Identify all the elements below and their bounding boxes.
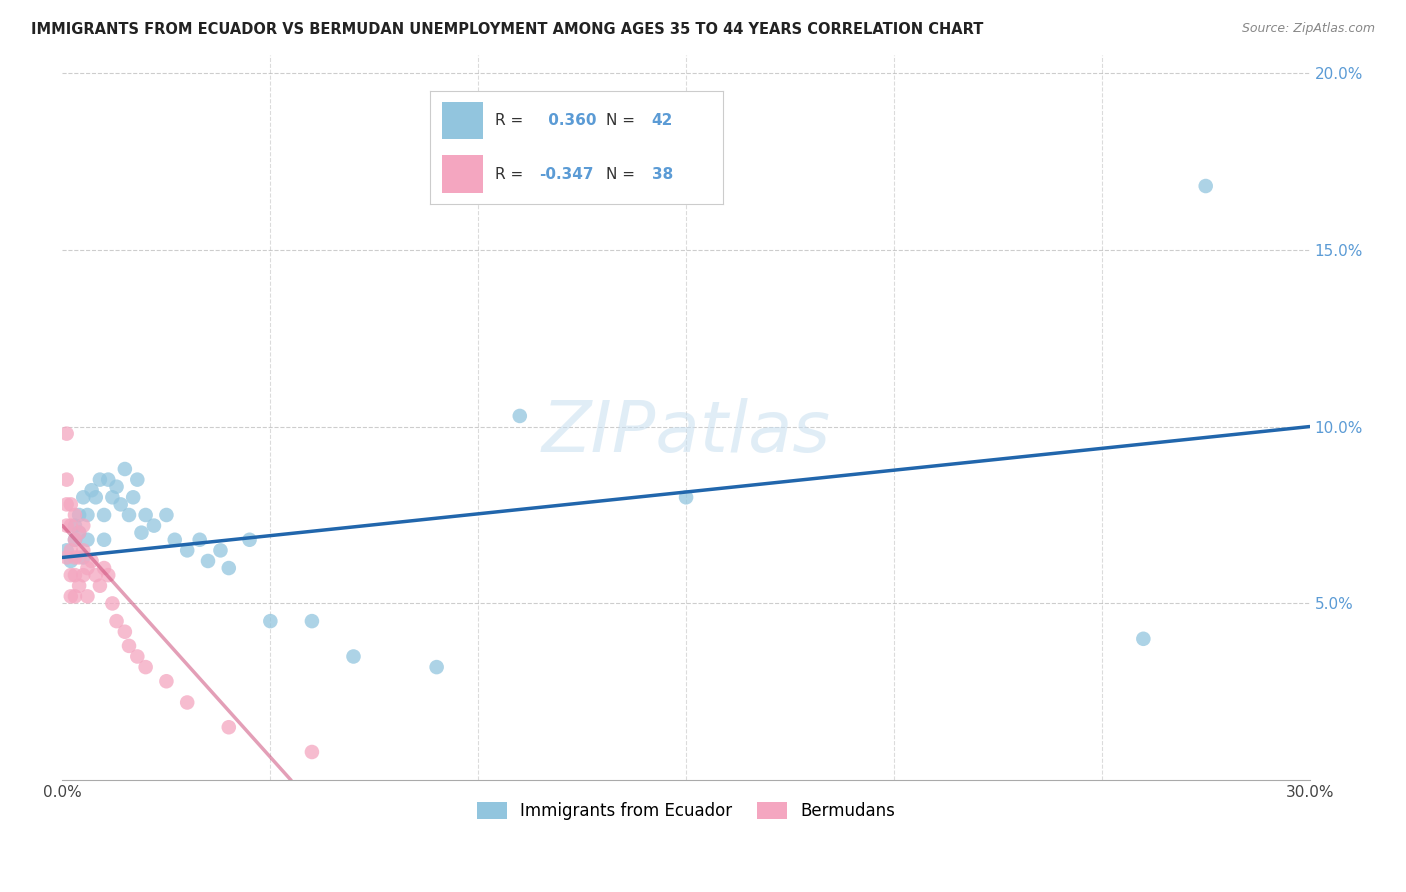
- Point: [59, 543, 82, 558]
- Point: [59, 518, 82, 533]
- Point: [55, 426, 77, 441]
- Point: [80, 483, 103, 498]
- Point: [301, 745, 323, 759]
- Point: [76, 561, 98, 575]
- Point: [1195, 179, 1218, 194]
- Text: Source: ZipAtlas.com: Source: ZipAtlas.com: [1241, 22, 1375, 36]
- Point: [63, 533, 86, 547]
- Point: [63, 590, 86, 604]
- Point: [55, 518, 77, 533]
- Point: [89, 579, 111, 593]
- Point: [63, 568, 86, 582]
- Point: [105, 614, 128, 628]
- Point: [93, 561, 115, 575]
- Point: [84, 491, 107, 505]
- Point: [155, 508, 177, 522]
- Point: [110, 497, 132, 511]
- Point: [239, 533, 262, 547]
- Point: [176, 543, 198, 558]
- Point: [67, 508, 90, 522]
- Point: [59, 554, 82, 568]
- Point: [135, 660, 157, 674]
- Point: [55, 543, 77, 558]
- Point: [93, 533, 115, 547]
- Legend: Immigrants from Ecuador, Bermudans: Immigrants from Ecuador, Bermudans: [470, 795, 903, 826]
- Point: [114, 624, 136, 639]
- Point: [155, 674, 177, 689]
- Point: [97, 568, 120, 582]
- Point: [197, 554, 219, 568]
- Point: [135, 508, 157, 522]
- Point: [67, 550, 90, 565]
- Point: [55, 550, 77, 565]
- Point: [63, 508, 86, 522]
- Text: IMMIGRANTS FROM ECUADOR VS BERMUDAN UNEMPLOYMENT AMONG AGES 35 TO 44 YEARS CORRE: IMMIGRANTS FROM ECUADOR VS BERMUDAN UNEM…: [31, 22, 983, 37]
- Point: [72, 491, 94, 505]
- Point: [84, 568, 107, 582]
- Point: [63, 550, 86, 565]
- Point: [59, 568, 82, 582]
- Point: [1132, 632, 1154, 646]
- Point: [105, 480, 128, 494]
- Point: [426, 660, 449, 674]
- Point: [93, 508, 115, 522]
- Point: [63, 533, 86, 547]
- Point: [101, 491, 124, 505]
- Point: [259, 614, 281, 628]
- Point: [89, 473, 111, 487]
- Point: [67, 525, 90, 540]
- Point: [301, 614, 323, 628]
- Point: [176, 696, 198, 710]
- Point: [67, 579, 90, 593]
- Point: [101, 596, 124, 610]
- Point: [76, 508, 98, 522]
- Point: [76, 590, 98, 604]
- Point: [122, 491, 145, 505]
- Point: [55, 473, 77, 487]
- Point: [131, 525, 153, 540]
- Point: [218, 720, 240, 734]
- Point: [97, 473, 120, 487]
- Point: [163, 533, 186, 547]
- Point: [209, 543, 232, 558]
- Point: [118, 508, 141, 522]
- Point: [188, 533, 211, 547]
- Point: [675, 491, 697, 505]
- Point: [59, 590, 82, 604]
- Point: [509, 409, 531, 423]
- Point: [72, 568, 94, 582]
- Point: [342, 649, 364, 664]
- Point: [59, 497, 82, 511]
- Point: [142, 518, 165, 533]
- Point: [55, 497, 77, 511]
- Point: [72, 543, 94, 558]
- Point: [72, 550, 94, 565]
- Point: [127, 649, 149, 664]
- Point: [80, 554, 103, 568]
- Point: [118, 639, 141, 653]
- Point: [76, 533, 98, 547]
- Point: [63, 518, 86, 533]
- Point: [114, 462, 136, 476]
- Point: [72, 518, 94, 533]
- Point: [67, 525, 90, 540]
- Text: ZIPatlas: ZIPatlas: [541, 398, 831, 467]
- Point: [218, 561, 240, 575]
- Point: [127, 473, 149, 487]
